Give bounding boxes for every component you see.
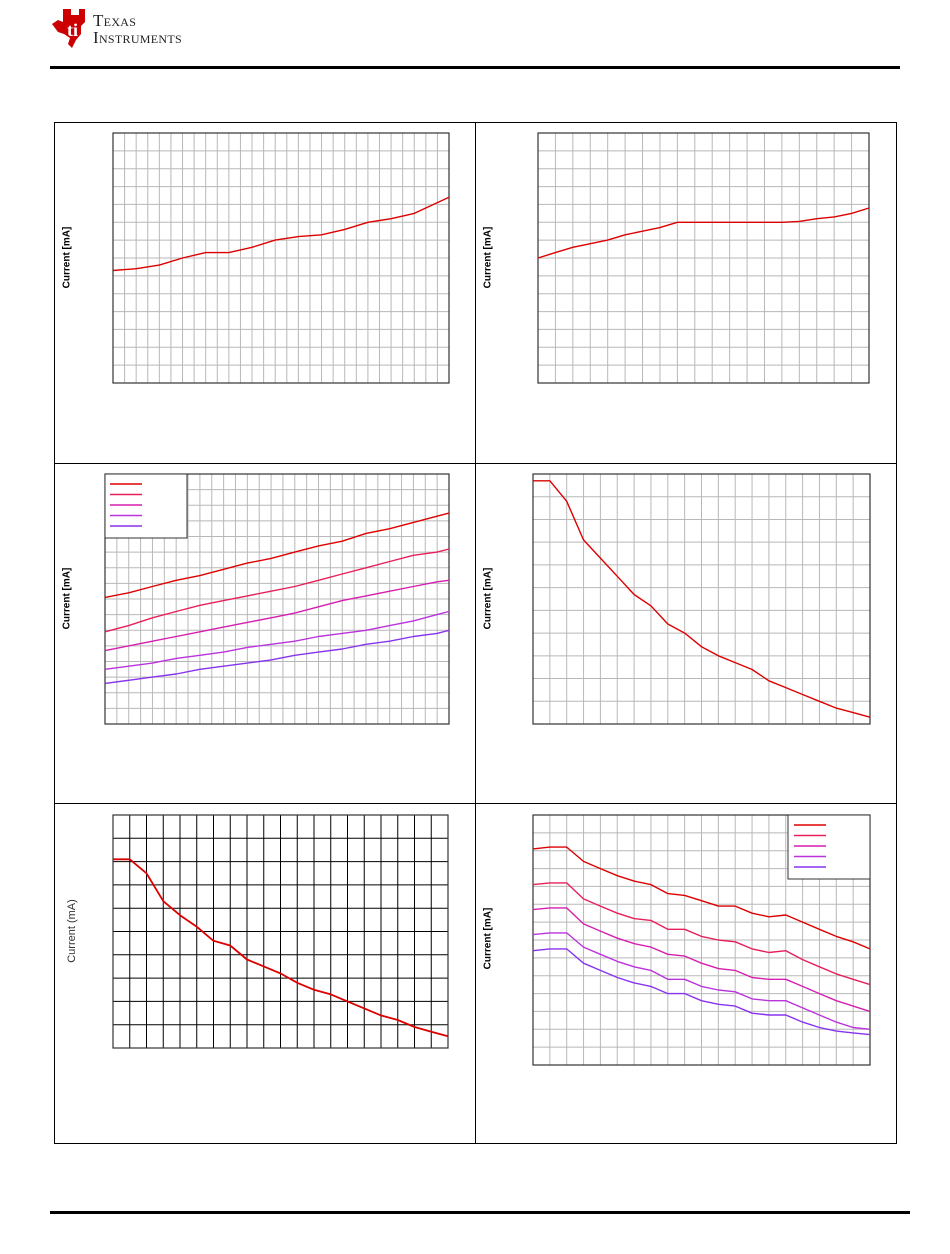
logo-line-2: Instruments bbox=[93, 28, 182, 47]
chart-3-series-4-line bbox=[104, 610, 450, 670]
chart-3-series-3-line bbox=[104, 579, 450, 652]
chart-4-series-1-line bbox=[533, 480, 871, 718]
chart-2-plot bbox=[537, 132, 870, 384]
chart-6-series-5-line bbox=[532, 948, 871, 1036]
chart-6-series-3-line bbox=[532, 907, 871, 1013]
chart-3-ylabel: Current [mA] bbox=[61, 567, 73, 630]
chart-5-plot bbox=[112, 814, 449, 1049]
chart-6-plot bbox=[532, 814, 871, 1066]
chart-6-series-1-line bbox=[532, 846, 871, 950]
chart-1-frame bbox=[112, 132, 450, 384]
chart-1-gridlines bbox=[112, 132, 450, 384]
grid-divider-row-1 bbox=[54, 463, 897, 464]
header-rule bbox=[50, 66, 900, 69]
chart-3-plot bbox=[104, 473, 450, 725]
chart-5-series-1-line bbox=[113, 858, 449, 1038]
chart-6-series-4-line bbox=[532, 932, 871, 1030]
chart-1-series-1-line bbox=[112, 196, 450, 272]
chart-2-gridlines bbox=[537, 132, 870, 384]
chart-6-ylabel: Current [mA] bbox=[482, 907, 494, 970]
chart-3-frame bbox=[104, 473, 450, 725]
chart-4-plot bbox=[532, 473, 871, 725]
chart-6-frame bbox=[532, 814, 871, 1066]
chart-3-series-2-line bbox=[104, 548, 450, 633]
ti-logo-icon: ti bbox=[52, 9, 85, 48]
chart-1-ylabel: Current [mA] bbox=[61, 226, 73, 289]
chart-6-series-2-line bbox=[532, 882, 871, 986]
chart-3-legend bbox=[104, 473, 188, 539]
grid-divider-vertical bbox=[475, 122, 476, 1144]
chart-4-gridlines bbox=[532, 473, 871, 725]
chart-2-series-1-line bbox=[537, 207, 870, 259]
chart-3-series-5-line bbox=[104, 629, 450, 685]
logo-line-1: Texas bbox=[93, 11, 137, 30]
chart-4-frame bbox=[532, 473, 871, 725]
chart-4-ylabel: Current [mA] bbox=[482, 567, 494, 630]
ti-logo: ti bbox=[50, 6, 230, 50]
chart-3-series-1-line bbox=[104, 512, 450, 599]
chart-5-ylabel: Current (mA) bbox=[65, 899, 78, 963]
chart-5-frame bbox=[112, 814, 449, 1049]
ti-logo-wordmark: Texas Instruments bbox=[93, 12, 182, 46]
svg-text:ti: ti bbox=[67, 20, 78, 40]
chart-5-gridlines bbox=[112, 814, 449, 1049]
chart-2-ylabel: Current [mA] bbox=[482, 226, 494, 289]
chart-1-plot bbox=[112, 132, 450, 384]
footer-rule bbox=[50, 1211, 910, 1214]
grid-divider-row-2 bbox=[54, 803, 897, 804]
chart-6-legend bbox=[787, 814, 871, 880]
